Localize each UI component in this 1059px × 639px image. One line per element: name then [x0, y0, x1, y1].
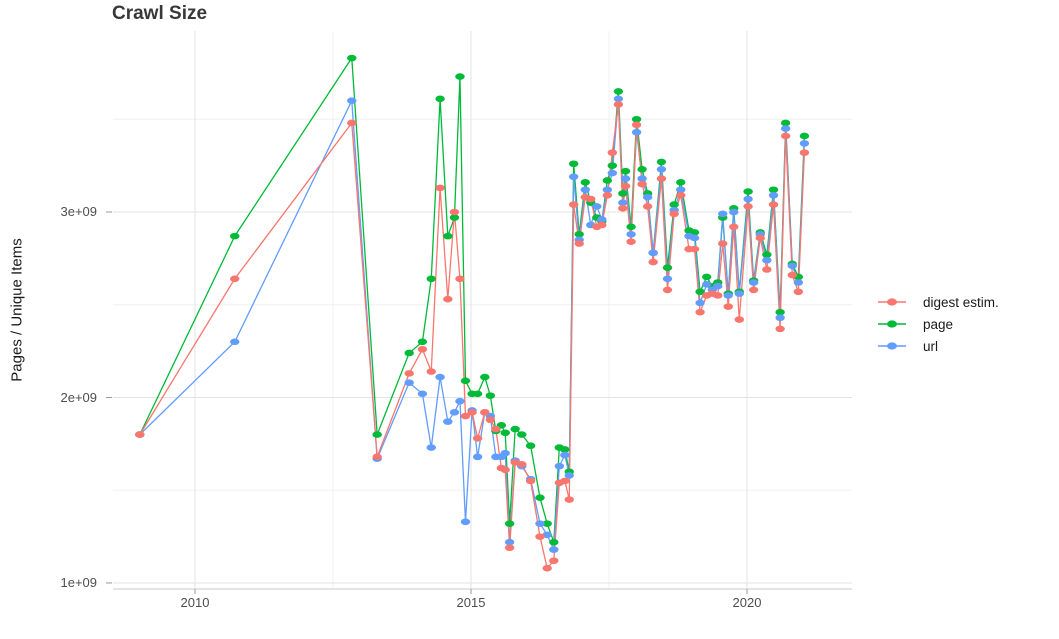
legend-line-dot-glyph: [878, 298, 906, 306]
chart-title: Crawl Size: [112, 3, 208, 24]
x-tick-label-2020: 2020: [732, 595, 762, 610]
legend-line-dot-glyph: [878, 342, 906, 350]
legend-label-url: url: [923, 338, 939, 354]
y-tick-label-1e09: 1e+09: [60, 575, 97, 590]
legend-label-page: page: [923, 316, 954, 332]
legend: digest estim. page url: [877, 291, 999, 357]
legend-item-digest: digest estim.: [877, 291, 999, 313]
x-tick-label-2015: 2015: [456, 595, 486, 610]
legend-item-url: url: [877, 335, 999, 357]
y-axis-title: Pages / Unique Items: [8, 238, 26, 382]
legend-item-page: page: [877, 313, 999, 335]
y-tick-label-3e09: 3e+09: [60, 204, 97, 219]
legend-label-digest: digest estim.: [923, 294, 999, 310]
y-tick-label-2e09: 2e+09: [60, 390, 97, 405]
legend-line-dot-glyph: [878, 320, 906, 328]
x-tick-label-2010: 2010: [180, 595, 210, 610]
